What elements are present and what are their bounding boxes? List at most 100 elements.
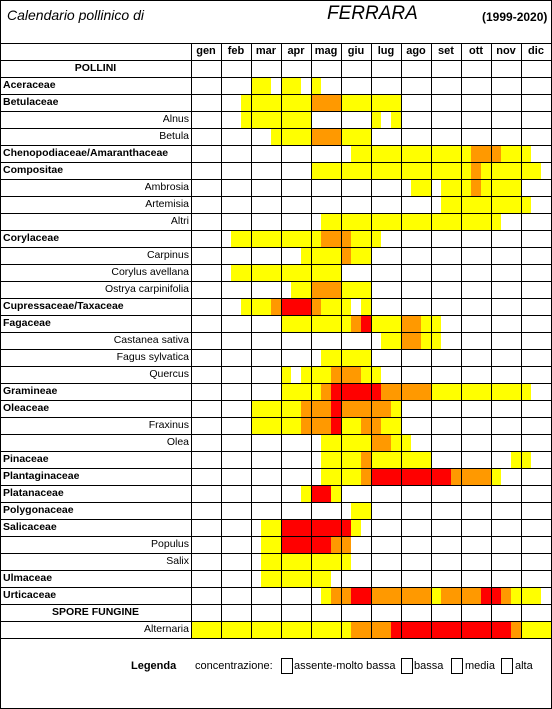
cell-chenopodiaceae-amaranthaceae-28 [471, 145, 481, 162]
cell-plantaginaceae-17 [361, 468, 371, 485]
cell-chenopodiaceae-amaranthaceae-18 [371, 145, 381, 162]
cell-altri-19 [381, 213, 391, 230]
cell-oleaceae-10 [291, 400, 301, 417]
cell-compositae-19 [381, 162, 391, 179]
cell-salicaceae-10 [291, 519, 301, 536]
cell-fraxinus-10 [291, 417, 301, 434]
cell-betula-9 [281, 128, 291, 145]
cell-betula-17 [361, 128, 371, 145]
grid-hline [0, 400, 552, 401]
cell-alnus-11 [301, 111, 311, 128]
cell-compositae-34 [531, 162, 541, 179]
cell-populus-7 [261, 536, 271, 553]
cell-corylus-avellana-7 [261, 264, 271, 281]
grid-vline [221, 43, 222, 638]
grid-hline [0, 468, 552, 469]
cell-cupressaceae-taxaceae-6 [251, 298, 261, 315]
grid-hline [0, 536, 552, 537]
cell-betula-13 [321, 128, 331, 145]
cell-betula-12 [311, 128, 321, 145]
grid-vline [521, 43, 522, 638]
cell-betulaceae-15 [341, 94, 351, 111]
row-label-betulaceae: Betulaceae [3, 96, 59, 108]
grid-hline [0, 349, 552, 350]
cell-olea-15 [341, 434, 351, 451]
cell-urticaceae-27 [461, 587, 471, 604]
cell-carpinus-11 [301, 247, 311, 264]
cell-corylus-avellana-4 [231, 264, 241, 281]
cell-corylaceae-12 [311, 230, 321, 247]
cell-urticaceae-21 [401, 587, 411, 604]
cell-plantaginaceae-24 [431, 468, 441, 485]
cell-fraxinus-18 [371, 417, 381, 434]
cell-fagaceae-17 [361, 315, 371, 332]
cell-corylus-avellana-13 [321, 264, 331, 281]
cell-gramineae-29 [481, 383, 491, 400]
cell-fagaceae-20 [391, 315, 401, 332]
cell-ostrya-carpinifolia-15 [341, 281, 351, 298]
cell-corylaceae-7 [261, 230, 271, 247]
cell-fraxinus-6 [251, 417, 261, 434]
row-label-plantaginaceae: Plantaginaceae [3, 470, 80, 482]
cell-alnus-7 [261, 111, 271, 128]
cell-alternaria-12 [311, 621, 321, 638]
cell-alnus-10 [291, 111, 301, 128]
cell-altri-21 [401, 213, 411, 230]
cell-alternaria-30 [491, 621, 501, 638]
cell-ambrosia-29 [481, 179, 491, 196]
grid-hline [0, 111, 552, 112]
cell-alternaria-35 [541, 621, 551, 638]
cell-compositae-31 [501, 162, 511, 179]
cell-oleaceae-12 [311, 400, 321, 417]
grid-hline [0, 77, 552, 78]
cell-urticaceae-32 [511, 587, 521, 604]
cell-olea-13 [321, 434, 331, 451]
grid-hline [0, 162, 552, 163]
cell-alternaria-3 [221, 621, 231, 638]
cell-ambrosia-25 [441, 179, 451, 196]
cell-chenopodiaceae-amaranthaceae-22 [411, 145, 421, 162]
cell-gramineae-15 [341, 383, 351, 400]
cell-compositae-17 [361, 162, 371, 179]
cell-compositae-28 [471, 162, 481, 179]
row-label-ostrya-carpinifolia: Ostrya carpinifolia [104, 283, 189, 295]
cell-compositae-14 [331, 162, 341, 179]
cell-corylaceae-14 [331, 230, 341, 247]
cell-gramineae-12 [311, 383, 321, 400]
cell-artemisia-33 [521, 196, 531, 213]
cell-fraxinus-13 [321, 417, 331, 434]
grid-vline [491, 43, 492, 638]
cell-ambrosia-27 [461, 179, 471, 196]
cell-olea-20 [391, 434, 401, 451]
cell-fagus-sylvatica-13 [321, 349, 331, 366]
cell-salix-7 [261, 553, 271, 570]
cell-salix-15 [341, 553, 351, 570]
cell-populus-9 [281, 536, 291, 553]
cell-urticaceae-24 [431, 587, 441, 604]
cell-alternaria-24 [431, 621, 441, 638]
cell-alternaria-19 [381, 621, 391, 638]
cell-gramineae-18 [371, 383, 381, 400]
cell-altri-18 [371, 213, 381, 230]
cell-urticaceae-28 [471, 587, 481, 604]
cell-alnus-18 [371, 111, 381, 128]
cell-aceraceae-6 [251, 77, 261, 94]
cell-chenopodiaceae-amaranthaceae-24 [431, 145, 441, 162]
cell-compositae-27 [461, 162, 471, 179]
cell-compositae-33 [521, 162, 531, 179]
cell-alternaria-23 [421, 621, 431, 638]
cell-compositae-23 [421, 162, 431, 179]
legend-swatch-low [401, 658, 413, 674]
chart-title: Calendario pollinico di [7, 7, 144, 23]
cell-compositae-24 [431, 162, 441, 179]
cell-gramineae-31 [501, 383, 511, 400]
cell-alternaria-13 [321, 621, 331, 638]
grid-hline [0, 417, 552, 418]
row-label-olea: Olea [166, 436, 189, 448]
cell-olea-14 [331, 434, 341, 451]
row-label-pollini: POLLINI [74, 62, 117, 74]
month-label-ott: ott [468, 45, 484, 57]
cell-alternaria-7 [261, 621, 271, 638]
cell-artemisia-25 [441, 196, 451, 213]
cell-altri-28 [471, 213, 481, 230]
